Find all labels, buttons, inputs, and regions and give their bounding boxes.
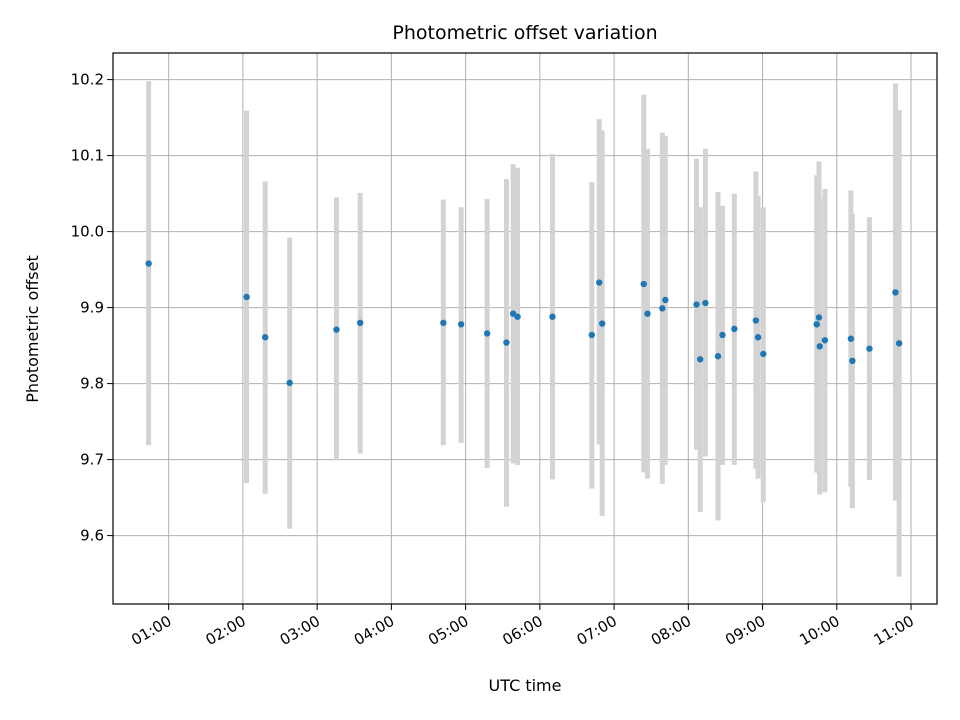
data-point: [640, 280, 647, 288]
data-point: [714, 353, 722, 360]
data-point: [752, 317, 760, 324]
data-point: [286, 379, 293, 387]
data-point: [693, 301, 700, 308]
data-point: [243, 293, 250, 301]
data-point: [440, 319, 447, 326]
data-point: [849, 357, 856, 364]
data-point: [696, 356, 704, 363]
y-tick-label: 9.6: [80, 527, 104, 545]
data-point: [333, 326, 340, 333]
data-point: [847, 335, 855, 342]
data-point: [815, 314, 823, 321]
data-points: [145, 260, 903, 387]
y-axis-label: Photometric offset: [23, 255, 42, 403]
y-tick-label: 9.9: [80, 299, 104, 317]
data-point: [821, 337, 829, 344]
y-tick-label: 9.7: [80, 451, 104, 469]
y-axis: 9.6 9.7 9.8 9.9 10.0 10.1 10.2: [71, 71, 113, 545]
data-point: [754, 334, 762, 341]
data-point: [760, 350, 767, 358]
data-point: [483, 330, 491, 337]
plot-frame: [112, 52, 938, 605]
data-point: [866, 345, 873, 352]
data-point: [261, 334, 269, 341]
data-point: [599, 320, 606, 327]
grid: [113, 53, 937, 604]
y-tick-label: 10.2: [71, 71, 104, 89]
y-tick-label: 10.1: [71, 147, 104, 165]
data-point: [892, 289, 899, 296]
data-point: [659, 305, 666, 312]
data-point: [816, 343, 823, 350]
data-point: [588, 331, 596, 339]
data-point: [145, 260, 152, 267]
x-axis-label: UTC time: [489, 676, 562, 695]
chart-title: Photometric offset variation: [392, 22, 657, 44]
data-point: [731, 325, 738, 333]
data-point: [662, 296, 669, 304]
data-point: [503, 339, 510, 346]
data-point: [719, 331, 726, 339]
data-point: [895, 340, 903, 347]
data-point: [549, 313, 556, 320]
data-point: [514, 313, 521, 320]
data-point: [813, 321, 820, 328]
data-point: [702, 299, 709, 307]
data-point: [596, 279, 603, 286]
data-point: [357, 319, 364, 326]
data-point: [457, 321, 465, 328]
y-tick-label: 9.8: [80, 375, 104, 393]
y-tick-label: 10.0: [71, 223, 104, 241]
data-point: [644, 310, 651, 317]
